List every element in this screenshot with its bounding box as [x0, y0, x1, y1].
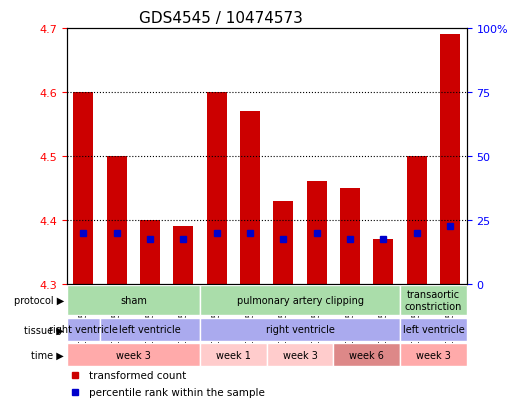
FancyBboxPatch shape: [67, 286, 200, 315]
Text: week 3: week 3: [416, 350, 451, 360]
Text: week 3: week 3: [283, 350, 318, 360]
Text: GDS4545 / 10474573: GDS4545 / 10474573: [139, 12, 303, 26]
Bar: [107, 157, 127, 284]
Text: week 3: week 3: [116, 350, 151, 360]
Text: left ventricle: left ventricle: [119, 325, 181, 335]
Bar: [373, 240, 393, 284]
Text: right ventricle: right ventricle: [49, 325, 118, 335]
Text: week 1: week 1: [216, 350, 251, 360]
Text: time ▶: time ▶: [31, 350, 64, 360]
FancyBboxPatch shape: [267, 344, 333, 367]
FancyBboxPatch shape: [200, 286, 400, 315]
FancyBboxPatch shape: [400, 318, 467, 341]
Text: transaortic
constriction: transaortic constriction: [405, 290, 462, 311]
FancyBboxPatch shape: [67, 344, 200, 367]
Text: protocol ▶: protocol ▶: [14, 295, 64, 305]
Text: pulmonary artery clipping: pulmonary artery clipping: [236, 295, 364, 305]
Bar: [73, 93, 93, 284]
Text: percentile rank within the sample: percentile rank within the sample: [89, 387, 265, 397]
FancyBboxPatch shape: [67, 318, 100, 341]
Bar: [173, 227, 193, 284]
FancyBboxPatch shape: [333, 344, 400, 367]
Text: transformed count: transformed count: [89, 370, 186, 380]
Text: left ventricle: left ventricle: [403, 325, 464, 335]
Bar: [307, 182, 327, 284]
Text: week 6: week 6: [349, 350, 384, 360]
Bar: [273, 201, 293, 284]
Text: right ventricle: right ventricle: [266, 325, 334, 335]
FancyBboxPatch shape: [400, 286, 467, 315]
Text: sham: sham: [120, 295, 147, 305]
Bar: [207, 93, 227, 284]
FancyBboxPatch shape: [100, 318, 200, 341]
FancyBboxPatch shape: [200, 318, 400, 341]
FancyBboxPatch shape: [200, 344, 267, 367]
Bar: [140, 220, 160, 284]
Bar: [240, 112, 260, 284]
Bar: [340, 188, 360, 284]
FancyBboxPatch shape: [400, 344, 467, 367]
Text: tissue ▶: tissue ▶: [25, 325, 64, 335]
Bar: [440, 35, 460, 284]
Bar: [407, 157, 427, 284]
